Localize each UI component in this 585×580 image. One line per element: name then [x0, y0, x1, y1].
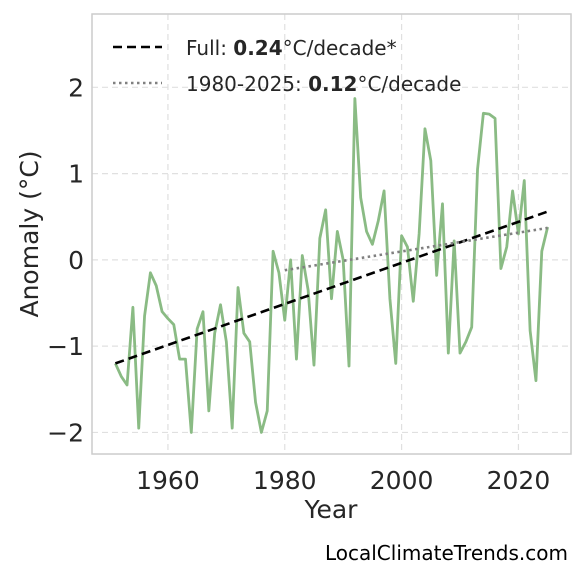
- x-tick-label: 1980: [253, 466, 317, 495]
- legend-recent-value: 0.12: [308, 72, 357, 96]
- y-tick-label: 0: [68, 246, 84, 275]
- legend: Full: 0.24°C/decade* 1980-2025: 0.12°C/d…: [113, 36, 461, 96]
- legend-recent-label: 1980-2025: 0.12°C/decade: [186, 72, 461, 96]
- y-tick-label: 1: [68, 160, 84, 189]
- y-axis-title: Anomaly (°C): [15, 150, 44, 317]
- anomaly-series-line: [114, 97, 549, 434]
- y-tick-label: 2: [68, 73, 84, 102]
- legend-recent-prefix: 1980-2025:: [186, 72, 308, 96]
- y-tick-label: −2: [47, 418, 84, 447]
- full-trend-line: [114, 210, 549, 365]
- series-layer: [114, 97, 549, 434]
- legend-full-label: Full: 0.24°C/decade*: [186, 36, 397, 60]
- x-tick-label: 2000: [370, 466, 434, 495]
- legend-full-suffix: °C/decade*: [283, 36, 397, 60]
- y-tick-label: −1: [47, 332, 84, 361]
- x-tick-label: 1960: [136, 466, 200, 495]
- y-tick-labels: −2 −1 0 1 2: [47, 73, 84, 447]
- plot-frame: [91, 13, 572, 455]
- legend-recent-suffix: °C/decade: [357, 72, 461, 96]
- x-axis-title: Year: [304, 495, 359, 524]
- x-tick-labels: 1960 1980 2000 2020: [136, 466, 550, 495]
- plot-background: [92, 14, 571, 454]
- legend-full-prefix: Full:: [186, 36, 233, 60]
- recent-trend-line: [284, 226, 548, 272]
- legend-full-value: 0.24: [233, 36, 282, 60]
- watermark: LocalClimateTrends.com: [325, 541, 568, 565]
- x-tick-label: 2020: [487, 466, 551, 495]
